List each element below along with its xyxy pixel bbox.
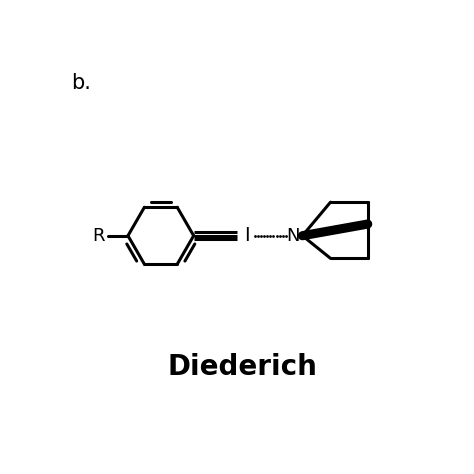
Text: I: I	[245, 226, 250, 245]
Text: b.: b.	[71, 73, 91, 93]
Text: R: R	[92, 227, 105, 245]
Text: N: N	[287, 227, 300, 245]
Text: Diederich: Diederich	[168, 353, 318, 381]
